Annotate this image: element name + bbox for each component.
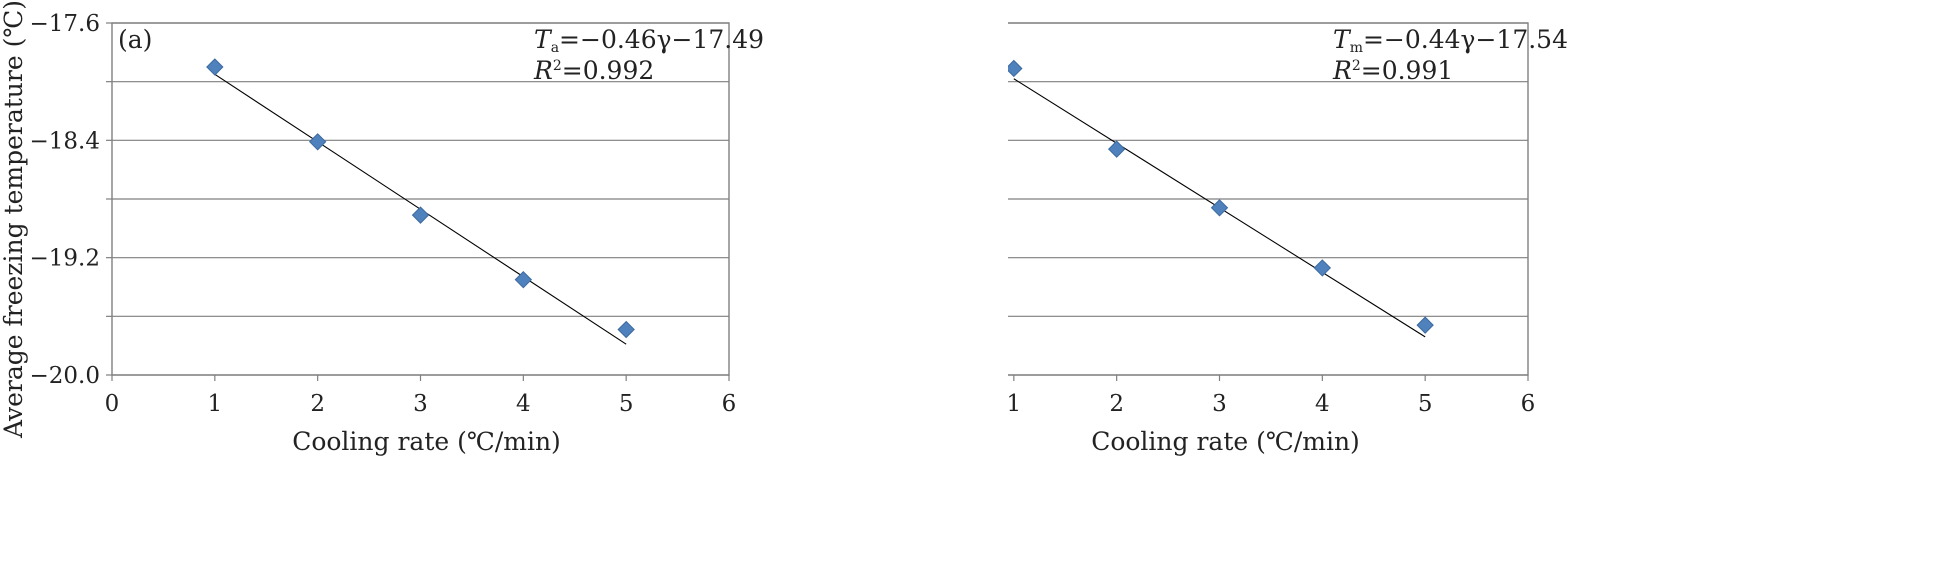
chart-b-x-tick-label: 3 — [1212, 391, 1227, 417]
chart-b-x-axis-title: Cooling rate (℃/min) — [1091, 427, 1360, 456]
chart-a-panel-label: (a) — [118, 25, 152, 54]
chart-a-x-tick-label: 6 — [722, 391, 737, 417]
chart-b-data-point — [1416, 316, 1434, 334]
chart-a-data-point — [617, 320, 635, 339]
chart-a-data-point — [514, 270, 533, 289]
chart-a-x-tick-label: 2 — [310, 391, 325, 417]
chart-a-y-axis-title: Average freezing temperature (℃) — [0, 0, 28, 439]
chart-a-x-tick-label: 4 — [516, 391, 531, 417]
chart-b-data-point — [1107, 140, 1126, 158]
chart-a-y-tick-label: −20.0 — [30, 363, 100, 389]
chart-b-x-tick-label: 1 — [1008, 391, 1021, 417]
chart-b-svg: −17.6−18.4−19.2−20.00123456(b)Tm=−0.44γ−… — [807, 4, 1568, 456]
chart-a-data-point — [308, 133, 327, 151]
chart-b-data-point — [1210, 199, 1229, 217]
chart-b-equation: Tm=−0.44γ−17.54 — [1333, 25, 1568, 56]
chart-a-svg: −17.6 −18.4 −19.2 −20.00 1 2 3 4 5 6 (a) Ta=−0.46γ−… — [0, 0, 764, 456]
chart-a-y-tick-label: −18.4 — [30, 128, 100, 154]
chart-b-data-point — [1313, 259, 1332, 277]
chart-a-x-tick-label: 0 — [105, 391, 120, 417]
chart-a-data-point — [411, 206, 430, 224]
chart-b-r-squared: R2=0.991 — [1332, 56, 1453, 85]
chart-b-data-point — [1005, 59, 1023, 78]
chart-panel-a: −17.6 −18.4 −19.2 −20.0 0 1 2 3 4 5 6 (a) Ta=−0.46γ−… — [0, 0, 972, 564]
chart-b-x-tick-label: 4 — [1315, 391, 1330, 417]
chart-a-equation: Ta=−0.46γ−17.49 — [534, 25, 764, 56]
chart-a-data-point — [206, 58, 224, 76]
chart-a-x-tick-label: 1 — [208, 391, 223, 417]
chart-b-x-tick-label: 2 — [1109, 391, 1124, 417]
chart-b-x-tick-label: 5 — [1418, 391, 1433, 417]
chart-a-x-tick-label: 3 — [413, 391, 428, 417]
chart-panel-b: −17.6−18.4−19.2−20.00123456(b)Tm=−0.44γ−… — [807, 0, 1945, 564]
chart-a-r-squared: R2=0.992 — [533, 56, 654, 85]
chart-a-y-tick-label: −17.6 — [30, 11, 100, 37]
chart-a-x-axis-title: Cooling rate (℃/min) — [292, 427, 561, 456]
chart-a-y-tick-label: −19.2 — [30, 246, 100, 272]
chart-b-x-tick-label: 6 — [1521, 391, 1536, 417]
chart-a-x-tick-label: 5 — [619, 391, 634, 417]
